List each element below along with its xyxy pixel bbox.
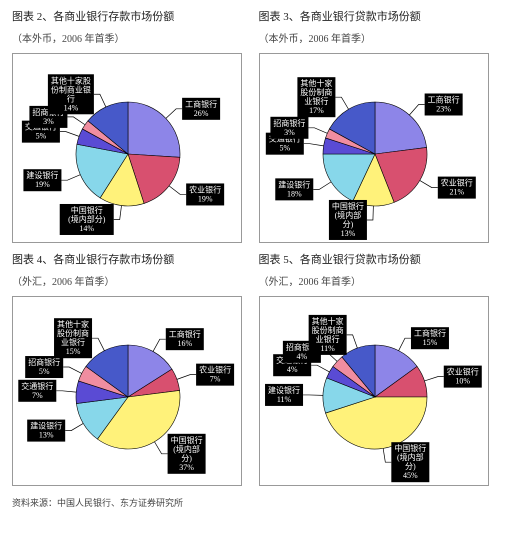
chart-cell-3: 图表 3、各商业银行贷款市场份额 （本外币，2006 年首季） 工商银行23% 农… xyxy=(259,8,496,243)
slice-label-text: 其他十家 xyxy=(311,316,343,326)
chart-title: 图表 5、各商业银行贷款市场份额 xyxy=(259,251,496,267)
slice-label-text: 工商银行 xyxy=(185,99,217,109)
slice-label-text: 7% xyxy=(210,375,221,384)
slice-label-text: 分) xyxy=(342,220,353,229)
chart-cell-4: 图表 4、各商业银行存款市场份额 （外汇，2006 年首季） 工商银行16% 农业… xyxy=(12,251,249,486)
slice-label-text: 45% xyxy=(402,471,417,480)
slice-label-text: 5% xyxy=(36,132,47,141)
slice-label-text: 16% xyxy=(177,339,192,348)
slice-label-text: 5% xyxy=(39,367,50,376)
slice-label-text: 工商银行 xyxy=(169,329,201,339)
chart-subtitle: （本外币，2006 年首季） xyxy=(259,30,496,45)
slice-label-text: 工商银行 xyxy=(413,328,445,338)
chart-title: 图表 3、各商业银行贷款市场份额 xyxy=(259,8,496,24)
slice-label-text: 15% xyxy=(66,347,81,356)
slice-label-text: 13% xyxy=(340,229,355,238)
chart-subtitle: （外汇，2006 年首季） xyxy=(259,273,496,288)
slice-label-text: 3% xyxy=(43,117,54,126)
slice-label-text: 3% xyxy=(284,128,295,137)
chart-subtitle: （外汇，2006 年首季） xyxy=(12,273,249,288)
slice-label-text: 4% xyxy=(286,365,297,374)
slice-label-text: 11% xyxy=(276,395,291,404)
slice-label-text: 13% xyxy=(39,431,54,440)
slice-label-text: 10% xyxy=(455,377,470,386)
slice-label-text: 15% xyxy=(422,338,437,347)
slice-label-text: 5% xyxy=(279,144,290,153)
slice-label-text: 建设银行 xyxy=(278,179,310,189)
slice-label-text: 中国银行 xyxy=(331,201,363,211)
charts-grid: 图表 2、各商业银行存款市场份额 （本外币，2006 年首季） 工商银行26%农… xyxy=(12,8,495,486)
chart-box: 工商银行16%农业银行7%中国银行(境内部分)37%建设银行13%交通银行7%招… xyxy=(12,296,242,486)
slice-label-text: 农业银行 xyxy=(199,365,231,375)
slice-label-text: 17% xyxy=(309,106,324,115)
slice-label-text: 21% xyxy=(449,188,464,197)
chart-box: 工商银行26%农业银行19%中国银行(境内部分)14%建设银行19%交通银行5%… xyxy=(12,53,242,243)
slice-label-text: (境内部 xyxy=(396,452,423,462)
slice-label-text: 招商银行 xyxy=(273,118,305,128)
slice-label-text: 股份制商 xyxy=(57,328,89,338)
chart-title: 图表 2、各商业银行存款市场份额 xyxy=(12,8,249,24)
source-line: 资料来源：中国人民银行、东方证券研究所 xyxy=(12,496,495,509)
slice-label-text: 其他十家 xyxy=(57,319,89,329)
slice-label-text: 工商银行 xyxy=(427,94,459,104)
slice-label-text: 23% xyxy=(436,104,451,113)
slice-label-text: 建设银行 xyxy=(26,170,58,180)
slice-label-text: 农业银行 xyxy=(189,184,221,194)
slice-label-text: 18% xyxy=(286,189,301,198)
chart-box: 工商银行23%农业银行21%中国银行(境内部分)13%建设银行18%交通银行5%… xyxy=(259,53,489,243)
pie-slice xyxy=(375,102,427,154)
slice-label-text: 农业银行 xyxy=(440,178,472,188)
slice-label-text: 19% xyxy=(198,194,213,203)
slice-label-text: 14% xyxy=(79,224,94,233)
slice-label-text: 行 xyxy=(67,93,75,103)
slice-label-text: 中国银行 xyxy=(71,205,103,215)
chart-cell-5: 图表 5、各商业银行贷款市场份额 （外汇，2006 年首季） 工商银行15% 农业… xyxy=(259,251,496,486)
slice-label-text: 其他十家股 xyxy=(51,75,91,85)
pie-slice xyxy=(128,102,180,157)
slice-label-text: 37% xyxy=(179,463,194,472)
slice-label-text: 业银行 xyxy=(61,337,85,347)
slice-label-text: 招商银行 xyxy=(28,357,60,367)
chart-subtitle: （本外币，2006 年首季） xyxy=(12,30,249,45)
slice-label-text: 中国银行 xyxy=(394,443,426,453)
slice-label-text: 分) xyxy=(404,462,415,471)
slice-label-text: 业银行 xyxy=(315,334,339,344)
slice-label-text: 股份制商 xyxy=(300,87,332,97)
chart-box: 工商银行15%农业银行10%中国银行(境内部分)45%建设银行11%交通银行4%… xyxy=(259,296,489,486)
slice-label-text: 建设银行 xyxy=(268,385,300,395)
slice-label-text: 其他十家 xyxy=(300,78,332,88)
chart-cell-2: 图表 2、各商业银行存款市场份额 （本外币，2006 年首季） 工商银行26% 农… xyxy=(12,8,249,243)
slice-label-text: 业银行 xyxy=(304,96,328,106)
slice-label-text: 分) xyxy=(181,454,192,463)
slice-label-text: 4% xyxy=(296,352,307,361)
slice-label-text: 股份制商 xyxy=(311,325,343,335)
slice-label-text: 交通银行 xyxy=(21,381,53,391)
slice-label-text: (境内部分) xyxy=(68,214,106,224)
slice-label-text: 26% xyxy=(194,109,209,118)
slice-label-text: 14% xyxy=(64,103,79,112)
chart-title: 图表 4、各商业银行存款市场份额 xyxy=(12,251,249,267)
slice-label-text: 7% xyxy=(32,391,43,400)
slice-label-text: 11% xyxy=(320,344,335,353)
slice-label-text: 份制商业银 xyxy=(51,84,91,94)
slice-label-text: 19% xyxy=(35,180,50,189)
slice-label-text: 建设银行 xyxy=(30,421,62,431)
slice-label-text: 中国银行 xyxy=(171,435,203,445)
slice-label-text: (境内部 xyxy=(334,210,361,220)
slice-label-text: (境内部 xyxy=(173,444,200,454)
slice-label-text: 农业银行 xyxy=(446,367,478,377)
